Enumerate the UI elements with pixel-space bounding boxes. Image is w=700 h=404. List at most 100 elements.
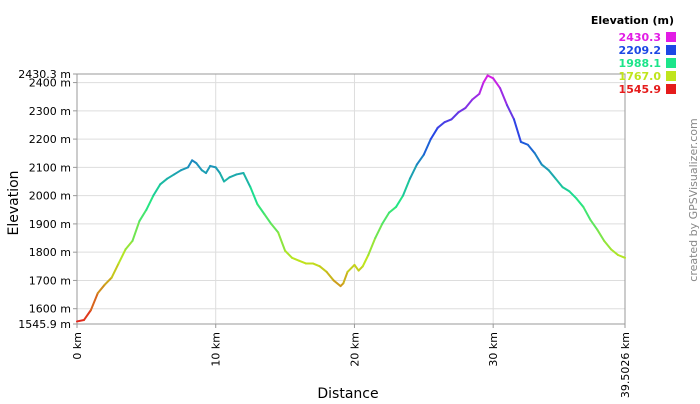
profile-segment [297,259,307,265]
y-tick-label: 2400 m [29,77,71,90]
y-tick-label: 1545.9 m [18,318,71,331]
color-scale-label: 1545.9 [619,83,661,96]
profile-segment [124,239,134,251]
profile-segment [353,263,360,272]
color-scale-title: Elevation (m) [591,14,674,27]
profile-segment [332,279,342,288]
profile-segment [256,203,266,216]
color-scale-swatch [666,71,676,81]
y-tick-label: 2200 m [29,133,71,146]
x-tick-label: 10 km [210,332,223,367]
profile-segment [436,121,446,129]
x-tick-label: 0 km [71,332,84,360]
elevation-profile-line [76,74,626,323]
profile-segment [596,228,606,242]
profile-segment [388,205,398,214]
profile-segment [152,183,162,197]
color-scale-label: 1988.1 [619,57,661,70]
profile-segment [186,159,194,169]
profile-segment [478,81,485,95]
color-scale-swatch [666,84,676,94]
profile-segment [361,253,370,268]
profile-segment [568,190,578,200]
profile-segment [342,270,349,285]
profile-segment [422,138,432,156]
profile-segment [367,237,377,256]
profile-segment [402,177,411,197]
profile-segment [540,163,550,172]
profile-segment [138,208,148,223]
x-tick-label: 30 km [487,332,500,367]
y-tick-label: 2000 m [29,190,71,203]
profile-segment [547,169,557,180]
profile-segment [443,118,453,124]
profile-segment [263,213,273,225]
profile-segment [617,253,626,259]
profile-segment [173,169,183,176]
profile-segment [450,111,460,121]
profile-segment [284,249,294,259]
profile-segment [270,222,280,234]
profile-segment [482,74,489,84]
color-scale-label: 2209.2 [619,44,661,57]
profile-segment [96,283,106,295]
profile-segment [429,126,439,141]
grid-lines [77,74,625,324]
y-axis-label: Elevation [6,170,22,235]
x-axis-label: Distance [317,386,378,400]
profile-segment [582,205,592,221]
plot-frame [76,73,626,325]
profile-segment [486,74,495,80]
x-tick-label: 39.5026 km [619,332,632,398]
profile-segment [415,153,425,166]
profile-segment [512,118,522,143]
profile-segment [277,231,287,252]
y-tick-label: 2430.3 m [18,68,71,81]
color-scale-swatch [666,58,676,68]
profile-segment [561,186,571,193]
profile-segment [471,92,481,101]
profile-segment [223,176,231,183]
profile-segment [492,77,502,90]
profile-segment [235,172,245,176]
profile-segment [610,248,620,256]
profile-segment [589,218,599,231]
profile-segment [533,152,543,166]
profile-segment [214,166,221,175]
profile-segment [464,98,474,110]
y-tick-label: 1900 m [29,218,71,231]
profile-segment [499,87,509,107]
profile-segment [159,177,169,186]
y-tick-label: 1700 m [29,274,71,287]
profile-segment [311,262,321,268]
profile-segment [457,107,467,114]
y-axis-ticks: 1545.9 m 1600 m 1700 m 1800 m 1900 m 2000 m 21… [18,68,77,331]
color-scale-label: 2430.3 [619,31,661,44]
profile-segment [346,263,356,273]
profile-segment [554,177,564,189]
profile-segment [76,319,85,323]
x-axis-ticks: 0 km 10 km 20 km 30 km 39.5026 km [71,324,632,398]
color-scale-swatch [666,45,676,55]
profile-segment [408,163,418,180]
profile-segment [395,194,405,208]
profile-segment [506,104,515,121]
profile-segment [519,140,529,146]
profile-segment [325,270,335,282]
y-tick-label: 1800 m [29,246,71,259]
profile-segment [526,143,536,155]
profile-segment [110,262,120,279]
profile-segment [381,211,391,225]
profile-segment [575,197,585,208]
profile-segment [374,222,384,240]
profile-segment [103,276,113,286]
y-tick-label: 2100 m [29,161,71,174]
profile-segment [218,172,226,183]
profile-segment [291,256,300,262]
profile-segment [205,164,212,175]
profile-segment [180,166,189,172]
color-scale-label: 1767.0 [619,70,662,83]
